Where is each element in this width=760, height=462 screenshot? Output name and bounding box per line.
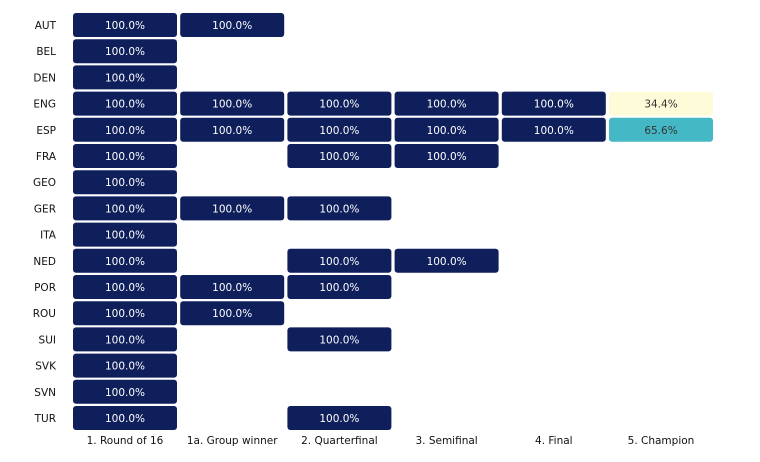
cell-esp-2-quarterfinal [287,117,392,142]
cell-rou-1a-group-winner [180,301,285,326]
cell-eng-3-semifinal-label: 100.0% [427,99,467,111]
cell-esp-5-champion-label: 65.6% [644,125,677,137]
cell-geo-1-round-of-16-label: 100.0% [105,177,145,189]
row-label-svk: SVK [35,361,57,373]
column-label-1-round-of-16: 1. Round of 16 [87,435,164,447]
cell-por-1-round-of-16 [73,275,177,299]
row-label-eng: ENG [33,99,56,111]
cell-ned-3-semifinal [394,248,499,273]
cell-por-1a-group-winner [180,275,285,299]
cell-svn-1-round-of-16 [73,379,177,404]
cell-rou-1a-group-winner-label: 100.0% [212,308,252,320]
cell-ned-2-quarterfinal [287,248,392,273]
cell-eng-4-final-label: 100.0% [534,99,574,111]
cell-eng-1-round-of-16 [73,91,177,116]
cell-esp-3-semifinal-label: 100.0% [427,125,467,137]
cell-eng-4-final [501,91,606,116]
cell-aut-1a-group-winner-label: 100.0% [212,20,252,32]
cell-ita-1-round-of-16 [73,222,177,247]
cell-eng-1-round-of-16-label: 100.0% [105,99,145,111]
cell-ger-1-round-of-16 [73,196,177,221]
cell-rou-1-round-of-16 [73,301,177,326]
cell-eng-2-quarterfinal [287,91,392,116]
cell-ned-1-round-of-16 [73,248,177,273]
cell-fra-2-quarterfinal-label: 100.0% [319,151,359,163]
cell-aut-1-round-of-16-label: 100.0% [105,20,145,32]
row-label-ita: ITA [40,230,57,242]
cell-svk-1-round-of-16-label: 100.0% [105,361,145,373]
cell-esp-1a-group-winner [180,117,285,142]
cell-sui-1-round-of-16 [73,327,177,352]
row-label-por: POR [34,282,56,294]
cell-ger-2-quarterfinal [287,196,392,221]
cell-fra-3-semifinal [394,144,499,168]
cell-fra-3-semifinal-label: 100.0% [427,151,467,163]
row-label-ger: GER [34,203,56,215]
cell-fra-1-round-of-16-label: 100.0% [105,151,145,163]
cell-ned-3-semifinal-label: 100.0% [427,256,467,268]
cell-den-1-round-of-16-label: 100.0% [105,72,145,84]
cell-svn-1-round-of-16-label: 100.0% [105,387,145,399]
row-label-fra: FRA [36,151,57,163]
cell-fra-2-quarterfinal [287,144,392,168]
cell-aut-1-round-of-16 [73,13,177,37]
cell-eng-1a-group-winner [180,91,285,116]
column-label-4-final: 4. Final [535,435,573,447]
cell-por-1-round-of-16-label: 100.0% [105,282,145,294]
cell-por-2-quarterfinal [287,275,392,299]
cell-esp-1-round-of-16 [73,117,177,142]
cell-aut-1a-group-winner [180,13,285,37]
cell-eng-3-semifinal [394,91,499,116]
cell-ger-2-quarterfinal-label: 100.0% [319,203,359,215]
cell-bel-1-round-of-16-label: 100.0% [105,46,145,58]
column-label-1a-group-winner: 1a. Group winner [187,435,278,447]
row-label-rou: ROU [33,308,56,320]
cell-eng-5-champion-label: 34.4% [644,99,677,111]
cell-esp-5-champion [609,117,713,142]
cell-ned-1-round-of-16-label: 100.0% [105,256,145,268]
row-label-tur: TUR [34,413,56,425]
cell-tur-2-quarterfinal-label: 100.0% [319,413,359,425]
cell-ger-1a-group-winner-label: 100.0% [212,203,252,215]
cell-eng-2-quarterfinal-label: 100.0% [319,99,359,111]
cell-rou-1-round-of-16-label: 100.0% [105,308,145,320]
cell-esp-1a-group-winner-label: 100.0% [212,125,252,137]
row-label-bel: BEL [36,46,56,58]
cell-ger-1a-group-winner [180,196,285,221]
cell-tur-1-round-of-16-label: 100.0% [105,413,145,425]
cell-por-2-quarterfinal-label: 100.0% [319,282,359,294]
row-label-aut: AUT [35,20,57,32]
cell-den-1-round-of-16 [73,65,177,90]
row-label-esp: ESP [36,125,56,137]
row-label-sui: SUI [39,334,56,346]
column-label-3-semifinal: 3. Semifinal [415,435,477,447]
cell-sui-1-round-of-16-label: 100.0% [105,334,145,346]
cell-esp-4-final-label: 100.0% [534,125,574,137]
column-label-5-champion: 5. Champion [628,435,695,447]
cell-ned-2-quarterfinal-label: 100.0% [319,256,359,268]
cell-eng-1a-group-winner-label: 100.0% [212,99,252,111]
cell-por-1a-group-winner-label: 100.0% [212,282,252,294]
row-label-ned: NED [33,256,56,268]
cell-svk-1-round-of-16 [73,353,177,378]
cell-esp-4-final [501,117,606,142]
cell-geo-1-round-of-16 [73,170,177,195]
cell-esp-3-semifinal [394,117,499,142]
row-label-geo: GEO [33,177,56,189]
column-label-2-quarterfinal: 2. Quarterfinal [301,435,378,447]
row-label-svn: SVN [34,387,56,399]
cell-ita-1-round-of-16-label: 100.0% [105,230,145,242]
cell-esp-1-round-of-16-label: 100.0% [105,125,145,137]
cell-ger-1-round-of-16-label: 100.0% [105,203,145,215]
cell-eng-5-champion [609,91,713,116]
row-label-den: DEN [33,72,56,84]
cell-sui-2-quarterfinal-label: 100.0% [319,334,359,346]
cell-tur-2-quarterfinal [287,406,392,430]
cell-bel-1-round-of-16 [73,39,177,64]
cell-sui-2-quarterfinal [287,327,392,352]
cell-esp-2-quarterfinal-label: 100.0% [319,125,359,137]
cell-fra-1-round-of-16 [73,144,177,168]
cell-tur-1-round-of-16 [73,406,177,430]
